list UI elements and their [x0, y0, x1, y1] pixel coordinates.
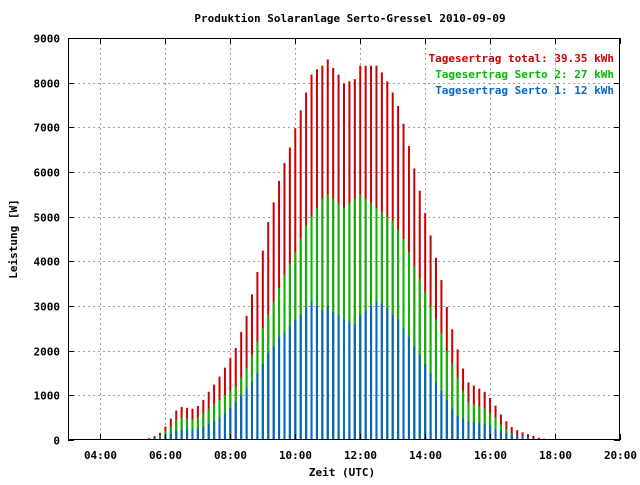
bar-serto-1-62 [467, 421, 469, 440]
bar-serto-1-54 [424, 364, 426, 440]
bar-serto-1-49 [397, 319, 399, 440]
bar-serto-1-50 [403, 328, 405, 440]
y-tick-label-2: 2000 [34, 346, 61, 359]
x-tick-label-1: 06:00 [149, 449, 182, 462]
x-tick-label-5: 14:00 [409, 449, 442, 462]
bar-serto-1-69 [505, 433, 507, 440]
y-tick-label-6: 6000 [34, 167, 61, 180]
bar-serto-1-53 [419, 355, 421, 440]
x-tick-label-8: 20:00 [604, 449, 637, 462]
bar-serto-1-14 [208, 424, 210, 440]
bar-serto-1-51 [408, 337, 410, 440]
y-tick-label-4: 4000 [34, 256, 61, 269]
x-tick-label-6: 16:00 [474, 449, 507, 462]
bar-serto-1-28 [283, 333, 285, 440]
y-tick-label-0: 0 [53, 435, 60, 448]
chart-title: Produktion Solaranlage Serto-Gressel 201… [194, 12, 505, 25]
bar-serto-1-35 [321, 310, 323, 440]
bar-serto-1-26 [273, 346, 275, 440]
bar-serto-1-22 [251, 382, 253, 440]
bar-serto-1-17 [224, 413, 226, 440]
y-tick-label-1: 1000 [34, 390, 61, 403]
y-tick-label-5: 5000 [34, 212, 61, 225]
x-tick-label-7: 18:00 [539, 449, 572, 462]
bar-serto-1-29 [289, 326, 291, 440]
bar-serto-1-61 [462, 419, 464, 440]
y-axis-label: Leistung [W] [7, 199, 20, 278]
bar-serto-1-46 [381, 304, 383, 440]
bar-serto-1-63 [473, 422, 475, 440]
y-tick-label-3: 3000 [34, 301, 61, 314]
bar-serto-1-20 [240, 395, 242, 440]
bar-serto-1-42 [359, 315, 361, 440]
bar-serto-1-52 [413, 346, 415, 440]
bar-serto-1-19 [235, 402, 237, 440]
bar-serto-1-65 [484, 424, 486, 440]
bar-serto-1-24 [262, 364, 264, 440]
bar-serto-1-13 [202, 427, 204, 440]
legend-entry-1: Tagesertrag Serto 2: 27 kWh [435, 68, 614, 81]
bar-serto-1-43 [365, 310, 367, 440]
bar-serto-1-44 [370, 306, 372, 440]
bar-serto-1-59 [451, 409, 453, 440]
bar-serto-1-16 [219, 418, 221, 440]
x-tick-label-3: 10:00 [279, 449, 312, 462]
bar-serto-1-60 [457, 415, 459, 440]
bar-serto-1-12 [197, 429, 199, 440]
bar-serto-1-37 [332, 313, 334, 440]
y-tick-label-8: 8000 [34, 78, 61, 91]
legend-entry-0: Tagesertrag total: 39.35 kWh [429, 52, 614, 65]
bar-serto-1-15 [213, 421, 215, 440]
bar-serto-1-58 [446, 400, 448, 440]
bar-serto-1-8 [175, 431, 177, 440]
bar-serto-1-57 [440, 391, 442, 440]
bar-serto-1-9 [181, 430, 183, 440]
bar-serto-1-33 [311, 302, 313, 440]
bar-serto-1-39 [343, 319, 345, 440]
bar-serto-1-31 [300, 315, 302, 440]
bar-serto-1-41 [354, 324, 356, 440]
bar-serto-1-55 [430, 373, 432, 440]
bar-serto-1-7 [170, 433, 172, 440]
x-axis-label: Zeit (UTC) [309, 466, 375, 479]
bar-serto-1-25 [267, 353, 269, 440]
bar-serto-1-10 [186, 429, 188, 440]
x-tick-label-2: 08:00 [214, 449, 247, 462]
bar-serto-1-68 [500, 431, 502, 440]
bar-serto-1-34 [316, 306, 318, 440]
x-tick-label-4: 12:00 [344, 449, 377, 462]
bar-serto-1-47 [386, 308, 388, 440]
x-tick-label-0: 04:00 [84, 449, 117, 462]
bar-serto-1-67 [495, 429, 497, 440]
bar-serto-1-48 [392, 315, 394, 440]
y-tick-label-9: 9000 [34, 33, 61, 46]
bar-serto-1-45 [375, 302, 377, 440]
y-tick-label-7: 7000 [34, 122, 61, 135]
bar-serto-1-21 [246, 389, 248, 440]
legend: Tagesertrag total: 39.35 kWh Tagesertrag … [429, 52, 614, 97]
bar-serto-1-11 [191, 430, 193, 440]
bar-serto-1-30 [294, 319, 296, 440]
bar-serto-1-38 [338, 315, 340, 440]
bar-serto-1-64 [478, 423, 480, 440]
bar-serto-1-27 [278, 337, 280, 440]
bar-serto-1-32 [305, 308, 307, 440]
legend-entry-2: Tagesertrag Serto 1: 12 kWh [435, 84, 614, 97]
bar-serto-1-56 [435, 382, 437, 440]
bar-serto-1-36 [327, 306, 329, 440]
bar-serto-1-40 [348, 322, 350, 440]
bar-serto-1-23 [256, 373, 258, 440]
